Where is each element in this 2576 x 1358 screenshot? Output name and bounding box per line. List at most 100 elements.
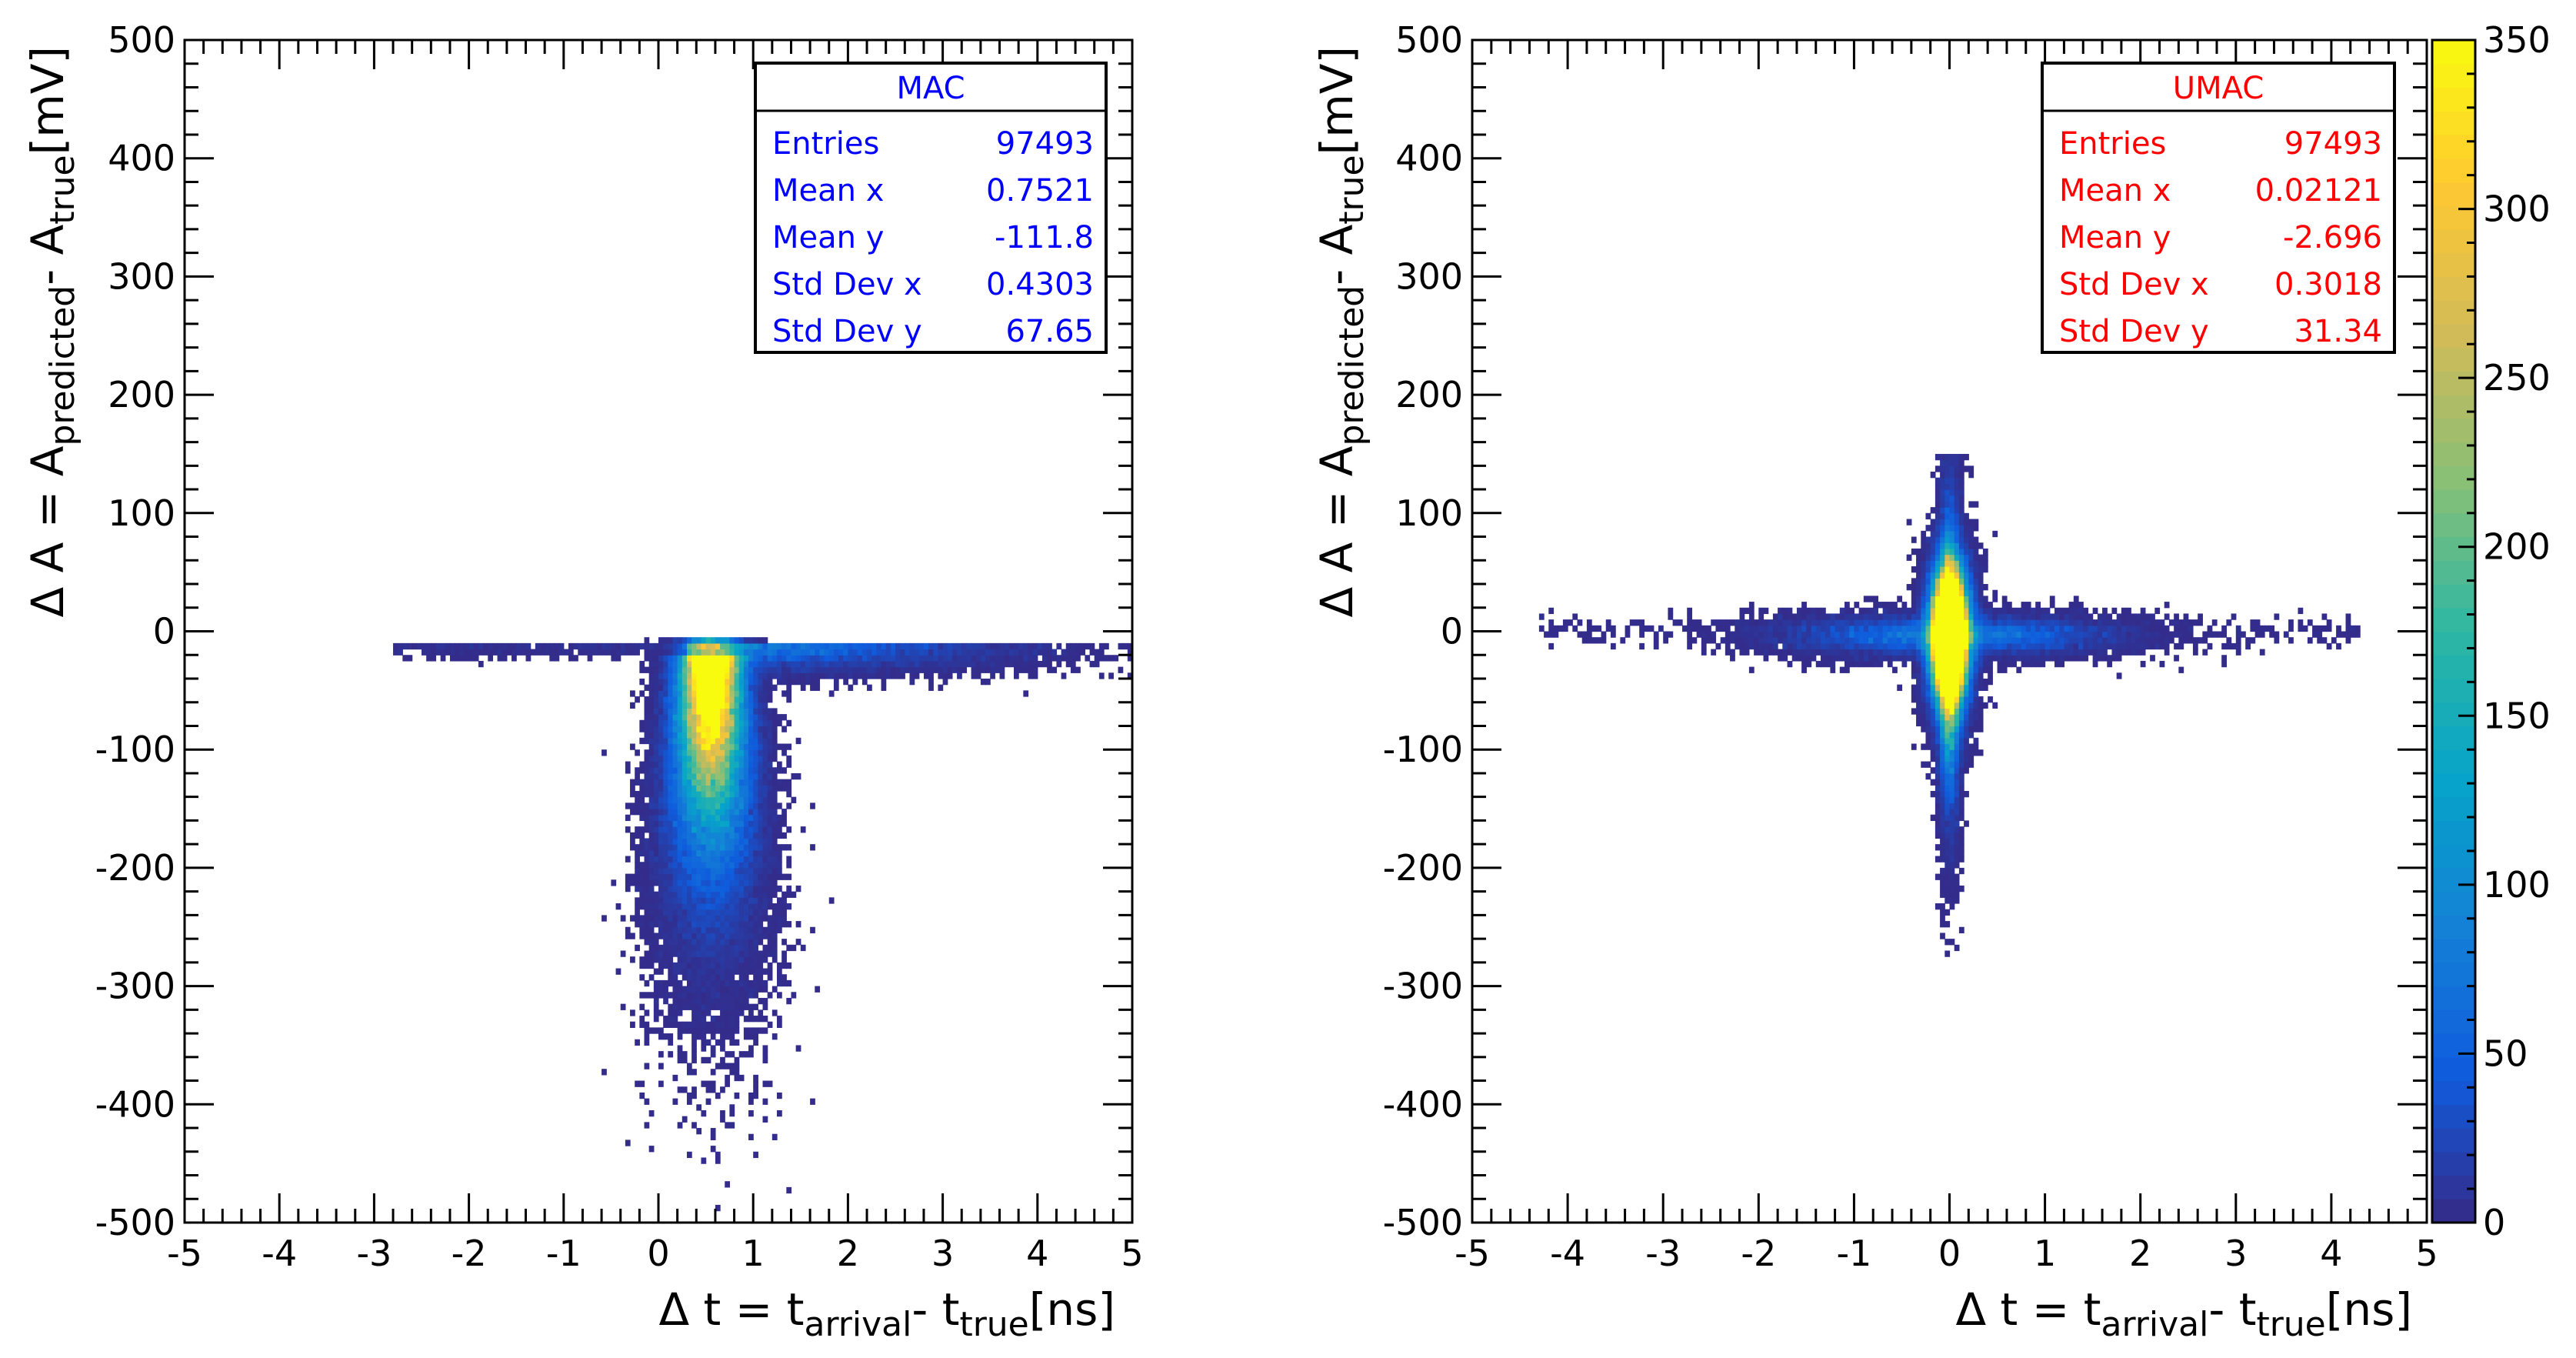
heatmap-cell	[900, 672, 905, 679]
heatmap-cell	[810, 666, 815, 673]
heatmap-cell	[999, 655, 1005, 662]
heatmap-cell	[734, 696, 740, 703]
heatmap-cell	[644, 879, 650, 886]
heatmap-cell	[800, 660, 806, 668]
heatmap-cell	[1954, 578, 1960, 585]
heatmap-cell	[753, 891, 758, 898]
heatmap-cell	[1944, 684, 1951, 691]
heatmap-cell	[743, 743, 749, 750]
heatmap-cell	[686, 690, 692, 697]
heatmap-cell	[1964, 542, 1969, 549]
heatmap-cell	[1958, 660, 1964, 668]
heatmap-cell	[710, 979, 716, 987]
heatmap-cell	[696, 743, 702, 750]
heatmap-cell	[800, 649, 806, 656]
heatmap-cell	[686, 678, 692, 686]
heatmap-cell	[1940, 814, 1945, 822]
heatmap-cell	[715, 649, 721, 656]
heatmap-cell	[999, 649, 1005, 656]
heatmap-cell	[2121, 642, 2127, 650]
heatmap-cell	[767, 933, 773, 939]
heatmap-cell	[402, 655, 408, 662]
heatmap-cell	[1968, 761, 1974, 768]
heatmap-cell	[1801, 602, 1807, 609]
heatmap-cell	[1949, 862, 1955, 869]
heatmap-cell	[805, 678, 811, 686]
heatmap-cell	[2054, 649, 2060, 656]
heatmap-cell	[791, 678, 797, 686]
heatmap-cell	[497, 642, 503, 650]
heatmap-cell	[725, 696, 730, 703]
heatmap-cell	[2121, 613, 2127, 620]
heatmap-cell	[1978, 542, 1984, 549]
heatmap-cell	[2336, 642, 2341, 650]
heatmap-cell	[1768, 625, 1774, 632]
heatmap-cell	[725, 702, 730, 709]
heatmap-cell	[1118, 666, 1124, 673]
heatmap-cell	[1925, 578, 1931, 585]
heatmap-cell	[2006, 602, 2012, 609]
heatmap-cell	[2226, 619, 2232, 626]
heatmap-cell	[1825, 649, 1831, 656]
heatmap-cell	[928, 655, 934, 662]
heatmap-cell	[1958, 578, 1964, 585]
heatmap-cell	[1911, 566, 1917, 573]
heatmap-cell	[677, 820, 683, 827]
heatmap-cell	[705, 755, 711, 762]
heatmap-cell	[644, 696, 650, 703]
heatmap-cell	[867, 649, 872, 656]
heatmap-cell	[710, 1027, 716, 1034]
heatmap-cell	[1973, 678, 1979, 686]
heatmap-cell	[762, 655, 768, 662]
heatmap-cell	[644, 732, 650, 739]
heatmap-cell	[681, 814, 688, 822]
heatmap-cell	[663, 761, 668, 768]
heatmap-cell	[644, 802, 650, 809]
heatmap-cell	[2021, 631, 2027, 638]
heatmap-cell	[686, 1098, 692, 1105]
heatmap-cell	[592, 642, 598, 650]
heatmap-cell	[1973, 619, 1979, 626]
heatmap-cell	[715, 660, 721, 668]
heatmap-cell	[672, 672, 678, 679]
heatmap-cell	[762, 903, 768, 910]
heatmap-cell	[2107, 613, 2113, 620]
heatmap-cell	[720, 779, 725, 786]
heatmap-cell	[767, 903, 773, 910]
heatmap-cell	[1978, 749, 1984, 756]
heatmap-cell	[1954, 809, 1960, 816]
heatmap-cell	[767, 879, 773, 886]
heatmap-cell	[758, 986, 764, 993]
heatmap-cell	[1930, 726, 1936, 732]
heatmap-cell	[1854, 642, 1860, 650]
heatmap-cell	[1997, 631, 2003, 638]
heatmap-cell	[648, 926, 655, 934]
heatmap-cell	[2164, 602, 2170, 609]
heatmap-cell	[1596, 625, 1602, 632]
heatmap-cell	[1663, 631, 1668, 638]
heatmap-cell	[1925, 737, 1931, 745]
heatmap-cell	[1949, 642, 1955, 650]
heatmap-cell	[771, 885, 778, 893]
heatmap-cell	[753, 962, 758, 969]
heatmap-cell	[710, 1069, 716, 1076]
heatmap-cell	[1839, 655, 1845, 662]
heatmap-cell	[843, 666, 848, 673]
heatmap-cell	[677, 849, 683, 857]
heatmap-cell	[1018, 666, 1024, 673]
heatmap-cell	[990, 642, 995, 650]
heatmap-cell	[635, 873, 640, 880]
heatmap-cell	[828, 649, 835, 656]
heatmap-cell	[691, 1016, 697, 1023]
heatmap-cell	[966, 642, 972, 650]
heatmap-cell	[1127, 642, 1133, 650]
heatmap-cell	[653, 767, 659, 774]
heatmap-cell	[710, 1133, 716, 1141]
heatmap-cell	[758, 726, 764, 732]
heatmap-cell	[738, 992, 745, 999]
heatmap-cell	[2006, 625, 2012, 632]
heatmap-cell	[1954, 944, 1960, 952]
heatmap-cell	[1934, 501, 1941, 508]
heatmap-cell	[786, 666, 792, 673]
heatmap-cell	[1911, 690, 1917, 697]
